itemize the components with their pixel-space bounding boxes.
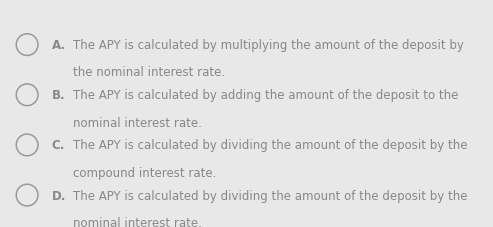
Text: A.: A. <box>52 39 66 52</box>
Text: D.: D. <box>52 189 66 202</box>
Text: The APY is calculated by dividing the amount of the deposit by the: The APY is calculated by dividing the am… <box>73 189 467 202</box>
Text: nominal interest rate.: nominal interest rate. <box>73 216 202 227</box>
Text: compound interest rate.: compound interest rate. <box>73 166 216 179</box>
Text: The APY is calculated by adding the amount of the deposit to the: The APY is calculated by adding the amou… <box>73 89 458 102</box>
Text: The APY is calculated by multiplying the amount of the deposit by: The APY is calculated by multiplying the… <box>73 39 464 52</box>
Text: nominal interest rate.: nominal interest rate. <box>73 116 202 129</box>
Text: C.: C. <box>52 139 65 152</box>
Text: The APY is calculated by dividing the amount of the deposit by the: The APY is calculated by dividing the am… <box>73 139 467 152</box>
Text: B.: B. <box>52 89 66 102</box>
Text: the nominal interest rate.: the nominal interest rate. <box>73 66 225 79</box>
